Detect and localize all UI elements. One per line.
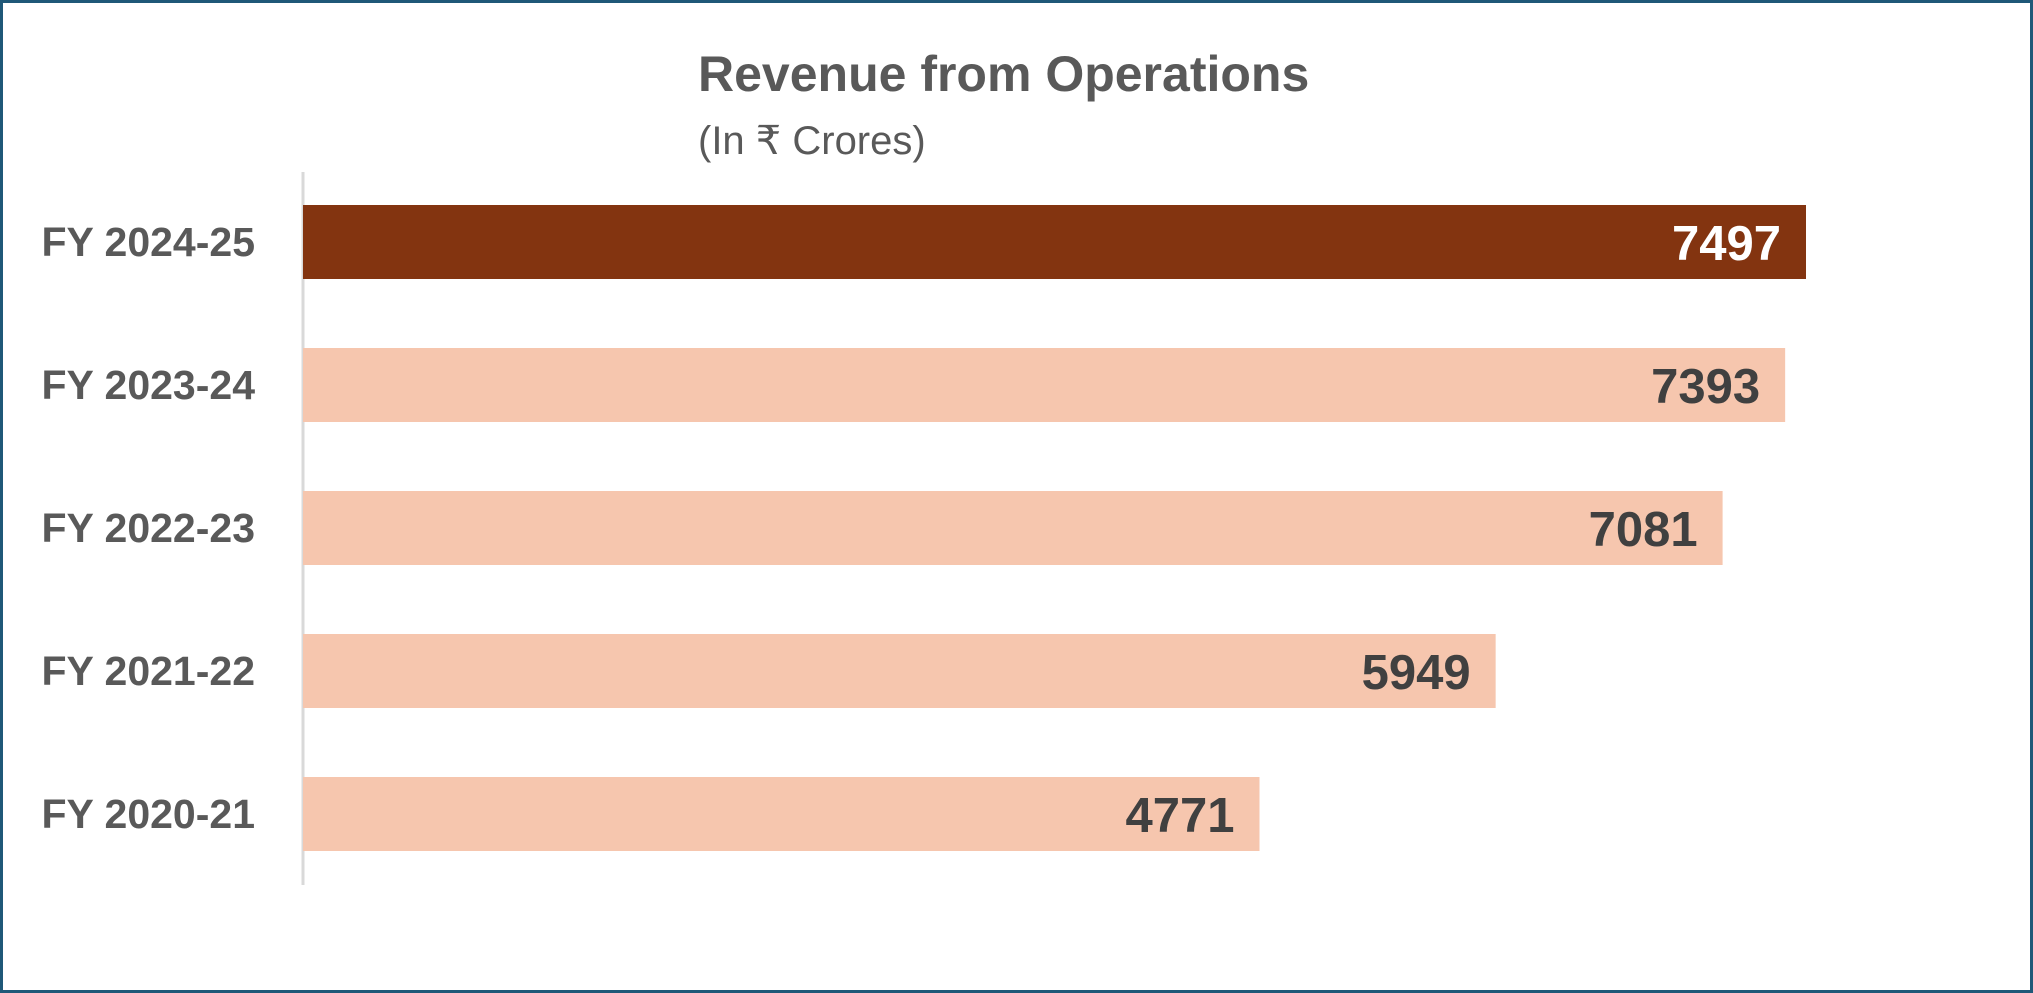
value-label: 7393: [1651, 360, 1760, 414]
bar-fy-2024-25: [303, 205, 1806, 279]
category-labels-group: FY 2024-25 FY 2023-24 FY 2022-23 FY 2021-22…: [41, 219, 255, 837]
category-label: FY 2023-24: [41, 362, 255, 408]
value-label: 7497: [1672, 217, 1781, 271]
category-label: FY 2021-22: [41, 648, 255, 694]
category-label: FY 2020-21: [41, 791, 255, 837]
value-label: 4771: [1125, 789, 1234, 843]
value-label: 5949: [1362, 646, 1471, 700]
category-label: FY 2022-23: [41, 505, 255, 551]
value-label: 7081: [1589, 503, 1698, 557]
chart-title: Revenue from Operations: [698, 46, 1310, 102]
bar-fy-2023-24: [303, 348, 1786, 422]
bar-fy-2022-23: [303, 491, 1723, 565]
bars-group: [303, 205, 1806, 851]
chart-subtitle: (In ₹ Crores): [698, 119, 926, 163]
bar-fy-2021-22: [303, 634, 1496, 708]
bar-fy-2020-21: [303, 777, 1260, 851]
value-labels-group: 7497 7393 7081 5949 4771: [1125, 217, 1781, 843]
category-label: FY 2024-25: [41, 219, 255, 265]
